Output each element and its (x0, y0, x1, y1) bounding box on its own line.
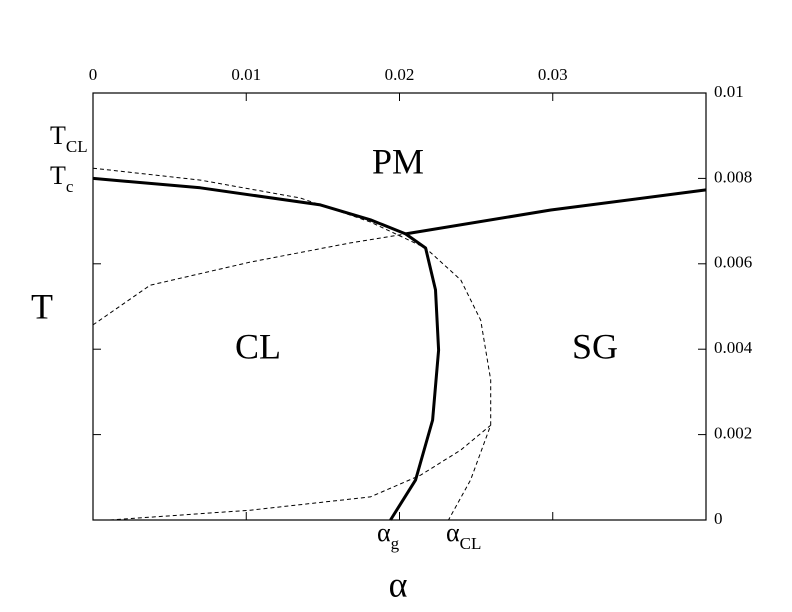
y-tick-label: 0.006 (714, 253, 752, 272)
dashed-line (92, 233, 406, 326)
annotation-base: α (446, 518, 460, 547)
x-axis-label: α (389, 564, 408, 604)
annotation: α CL (446, 518, 481, 553)
y-tick-label: 0.002 (714, 424, 752, 443)
y-tick-label: 0.01 (714, 82, 744, 101)
y-tick-label: 0.004 (714, 338, 753, 357)
annotation-base: T (50, 121, 66, 150)
annotation-base: T (50, 161, 66, 190)
annotation-sub: CL (66, 137, 88, 156)
x-tick-label: 0.01 (231, 65, 261, 84)
y-tick-label: 0 (714, 509, 723, 528)
solid-line (405, 188, 707, 236)
x-tick-label: 0.03 (538, 65, 568, 84)
dashed-line (92, 167, 492, 521)
region-label: CL (235, 326, 281, 366)
dashed-line (109, 424, 492, 521)
x-tick-label: 0 (89, 65, 98, 84)
solid-line (92, 176, 407, 236)
annotation-sub: g (391, 534, 400, 553)
y-axis-label: T (31, 286, 53, 326)
annotation-sub: CL (460, 534, 482, 553)
region-label: SG (572, 326, 618, 366)
annotation-sub: c (66, 177, 74, 196)
solid-line (389, 232, 441, 521)
y-tick-label: 0.008 (714, 167, 752, 186)
annotation-base: α (377, 518, 391, 547)
x-tick-label: 0.02 (385, 65, 415, 84)
annotation: T CL (50, 121, 88, 156)
region-label: PM (372, 141, 424, 181)
